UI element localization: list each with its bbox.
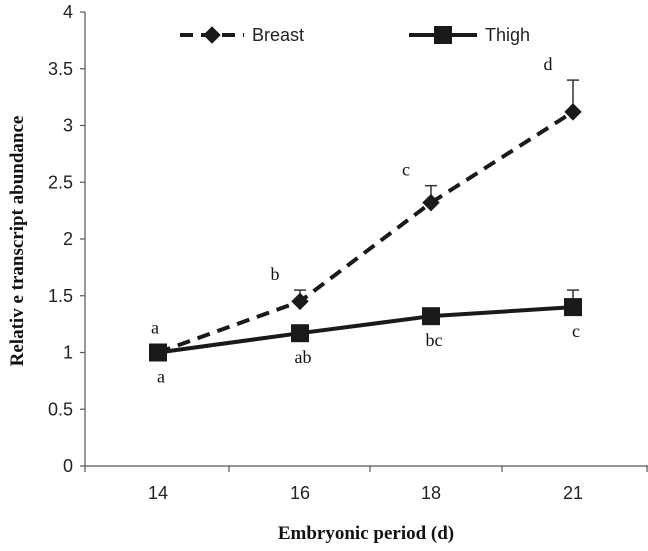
- y-tick-label: 1.5: [48, 286, 73, 306]
- x-tick-label: 14: [148, 483, 168, 503]
- y-axis-title: Relativ e transcript abundance: [7, 116, 28, 367]
- y-tick-label: 2: [63, 229, 73, 249]
- y-tick-label: 1: [63, 343, 73, 363]
- thigh-significance-label: bc: [426, 330, 443, 350]
- breast-point: [422, 193, 440, 212]
- legend: Breast Thigh: [180, 25, 530, 45]
- breast-point: [564, 103, 582, 121]
- thigh-significance-label: a: [157, 367, 165, 387]
- y-tick-label: 3: [63, 116, 73, 136]
- y-tick-label: 0.5: [48, 399, 73, 419]
- breast-significance-label: a: [151, 318, 159, 338]
- breast-point: [291, 292, 309, 311]
- x-axis-title: Embryonic period (d): [278, 523, 454, 544]
- thigh-significance-label: c: [572, 321, 580, 341]
- breast-significance-label: c: [402, 160, 410, 180]
- breast-point: [149, 343, 167, 362]
- thigh-significance-label: ab: [295, 347, 312, 367]
- x-tick-label: 16: [290, 483, 310, 503]
- legend-breast-marker: [203, 26, 221, 44]
- thigh-point: [291, 324, 309, 343]
- legend-thigh-label: Thigh: [485, 25, 530, 45]
- breast-significance-label: d: [544, 54, 553, 74]
- y-tick-label: 4: [63, 2, 73, 22]
- thigh-point: [564, 298, 582, 317]
- legend-thigh-marker: [434, 26, 452, 44]
- y-tick-label: 3.5: [48, 59, 73, 79]
- legend-breast-label: Breast: [252, 25, 304, 45]
- axes: 0 0.5 1 1.5 2 2.5 3 3.5 4 14 16 18 21: [48, 2, 648, 503]
- thigh-point: [422, 307, 440, 326]
- x-tick-label: 18: [421, 483, 441, 503]
- y-tick-label: 0: [63, 456, 73, 476]
- breast-line: [157, 110, 575, 355]
- series: [149, 79, 582, 362]
- thigh-line: [157, 305, 574, 355]
- x-tick-label: 21: [563, 483, 583, 503]
- breast-significance-label: b: [271, 264, 280, 284]
- y-tick-label: 2.5: [48, 172, 73, 192]
